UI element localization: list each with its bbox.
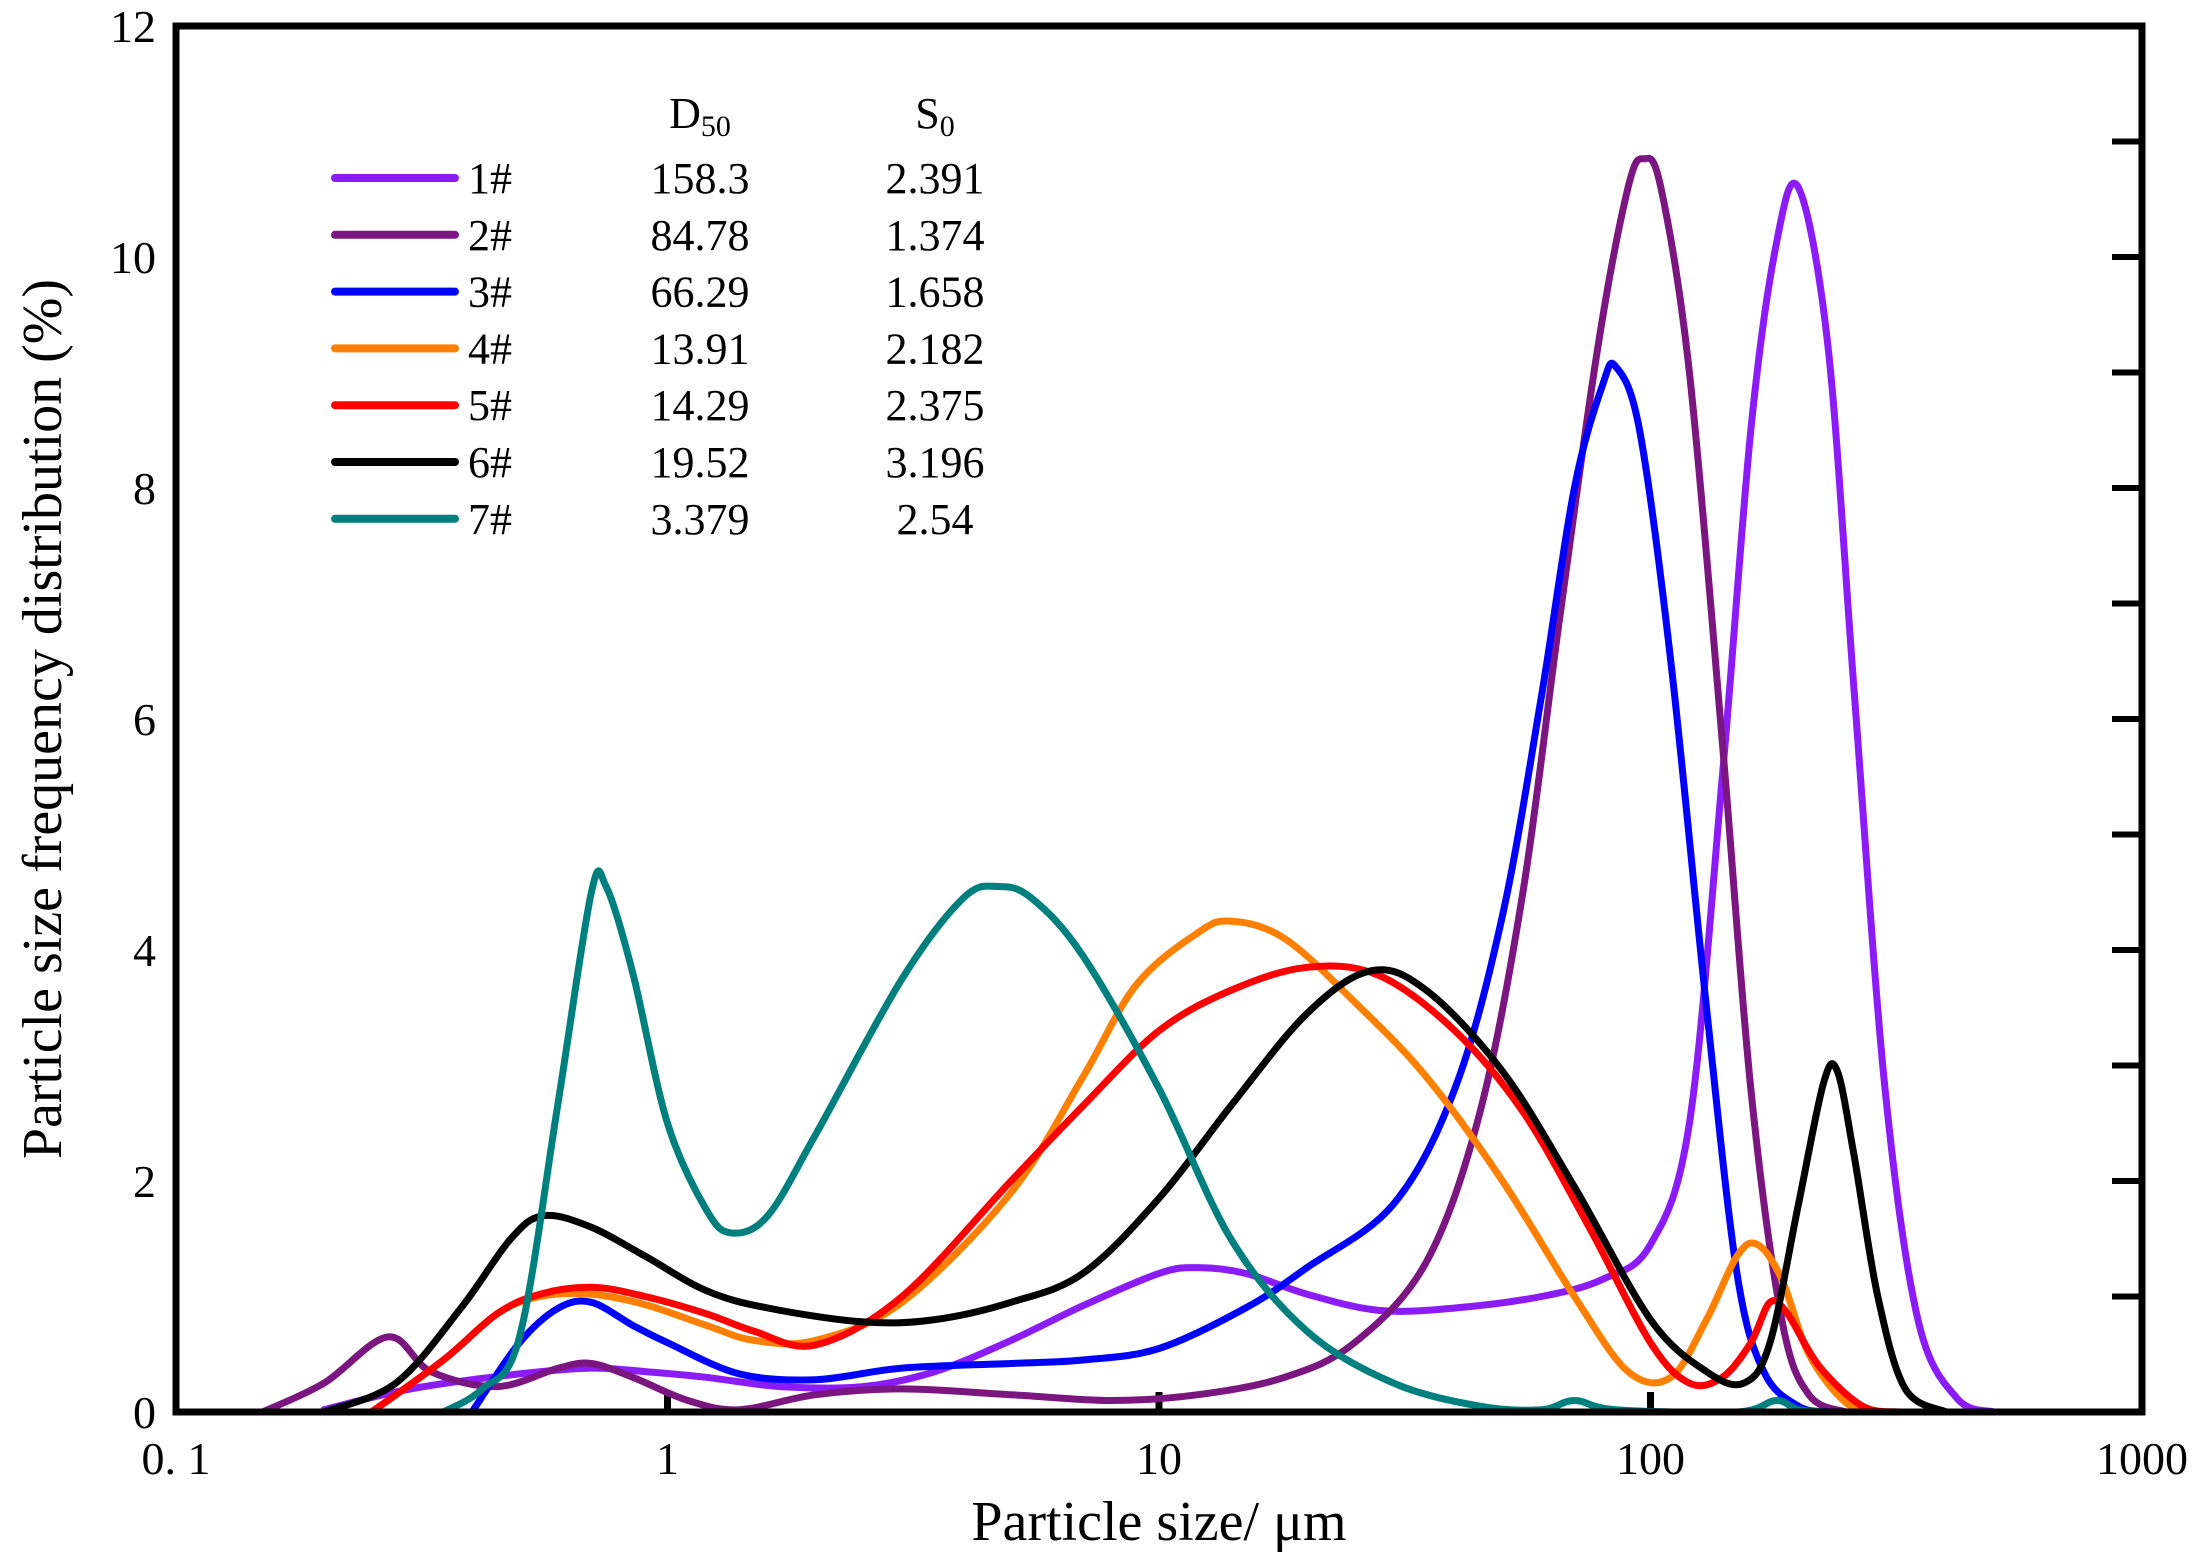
- legend-label: 5#: [468, 381, 512, 430]
- x-tick-label: 100: [1616, 1433, 1685, 1484]
- d50-main: D: [669, 89, 701, 138]
- x-axis-title: Particle size/ μm: [971, 1491, 1346, 1553]
- legend-label: 4#: [468, 324, 512, 373]
- series-line-2: [259, 154, 1850, 1412]
- legend-label: 1#: [468, 154, 512, 203]
- legend-header-d50: D50: [669, 89, 731, 143]
- legend-s0-value: 1.658: [886, 268, 985, 317]
- legend-row: 1# 158.3 2.391: [331, 154, 985, 203]
- legend-label: 3#: [468, 268, 512, 317]
- series-line-6: [320, 966, 1950, 1412]
- s0-main: S: [915, 89, 939, 138]
- y-tick-label: 8: [133, 463, 156, 514]
- legend-row: 7# 3.379 2.54: [331, 495, 974, 544]
- y-tick-label: 0: [133, 1387, 156, 1438]
- x-tick-label: 1: [656, 1433, 679, 1484]
- y-axis-ticks: 0 2 4 6 8 10 12: [110, 1, 2142, 1438]
- x-tick-label: 1000: [2096, 1433, 2188, 1484]
- y-tick-label: 4: [133, 925, 156, 976]
- legend-d50-value: 84.78: [651, 211, 750, 260]
- legend-d50-value: 158.3: [651, 154, 750, 203]
- legend-label: 2#: [468, 211, 512, 260]
- legend-d50-value: 13.91: [651, 324, 750, 373]
- legend-d50-value: 66.29: [651, 268, 750, 317]
- series-line-4: [368, 917, 1882, 1412]
- legend-s0-value: 1.374: [886, 211, 985, 260]
- legend-row: 3# 66.29 1.658: [331, 268, 985, 317]
- series-line-3: [468, 359, 1832, 1412]
- legend-s0-value: 2.182: [886, 324, 985, 373]
- legend-row: 5# 14.29 2.375: [331, 381, 985, 430]
- y-tick-label: 2: [133, 1156, 156, 1207]
- y-tick-label: 10: [110, 232, 156, 283]
- legend-row: 6# 19.52 3.196: [331, 438, 985, 487]
- legend-row: 2# 84.78 1.374: [331, 211, 985, 260]
- series-line-1: [320, 179, 1998, 1412]
- plot-frame: [172, 22, 2146, 1416]
- y-axis-title: Particle size frequency distribution (%): [12, 279, 74, 1159]
- y-tick-label: 12: [110, 1, 156, 52]
- d50-sub: 50: [701, 110, 731, 143]
- legend-s0-value: 2.391: [886, 154, 985, 203]
- legend-s0-value: 2.54: [897, 495, 974, 544]
- legend-label: 7#: [468, 495, 512, 544]
- series-line-5: [368, 962, 1903, 1412]
- legend-s0-value: 3.196: [886, 438, 985, 487]
- series-line-7: [439, 867, 1832, 1412]
- legend-header-s0: S0: [915, 89, 954, 143]
- y-tick-label: 6: [133, 694, 156, 745]
- legend-row: 4# 13.91 2.182: [331, 324, 985, 373]
- legend-d50-value: 19.52: [651, 438, 750, 487]
- legend-d50-value: 14.29: [651, 381, 750, 430]
- series-lines: [259, 154, 1998, 1412]
- legend-s0-value: 2.375: [886, 381, 985, 430]
- legend-d50-value: 3.379: [651, 495, 750, 544]
- x-tick-label: 10: [1136, 1433, 1182, 1484]
- s0-sub: 0: [940, 110, 955, 143]
- x-tick-label: 0. 1: [142, 1433, 211, 1484]
- legend-label: 6#: [468, 438, 512, 487]
- legend: D50 S0 1# 158.3 2.391 2# 84.78 1.374 3# 66.29 1.…: [331, 89, 985, 544]
